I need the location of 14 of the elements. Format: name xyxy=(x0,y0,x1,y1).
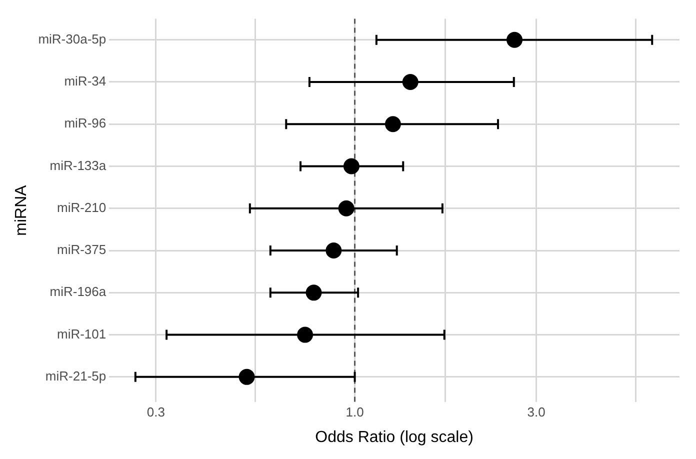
x-tick-label: 3.0 xyxy=(527,404,546,420)
x-axis-title: Odds Ratio (log scale) xyxy=(315,428,474,446)
y-tick-label: miR-196a xyxy=(50,284,107,300)
x-tick-label: 1.0 xyxy=(346,404,364,420)
y-tick-label: miR-21-5p xyxy=(45,368,106,384)
y-tick-label: miR-101 xyxy=(56,326,106,342)
y-tick-label: miR-96 xyxy=(64,116,106,131)
y-tick-label: miR-375 xyxy=(56,242,106,258)
y-tick-label: miR-210 xyxy=(56,200,106,215)
y-axis-title: miRNA xyxy=(13,184,30,236)
x-tick-label: 0.3 xyxy=(146,404,165,420)
y-tick-label: miR-34 xyxy=(64,74,106,89)
y-tick-label: miR-30a-5p xyxy=(38,31,106,46)
y-tick-label: miR-133a xyxy=(50,158,107,173)
